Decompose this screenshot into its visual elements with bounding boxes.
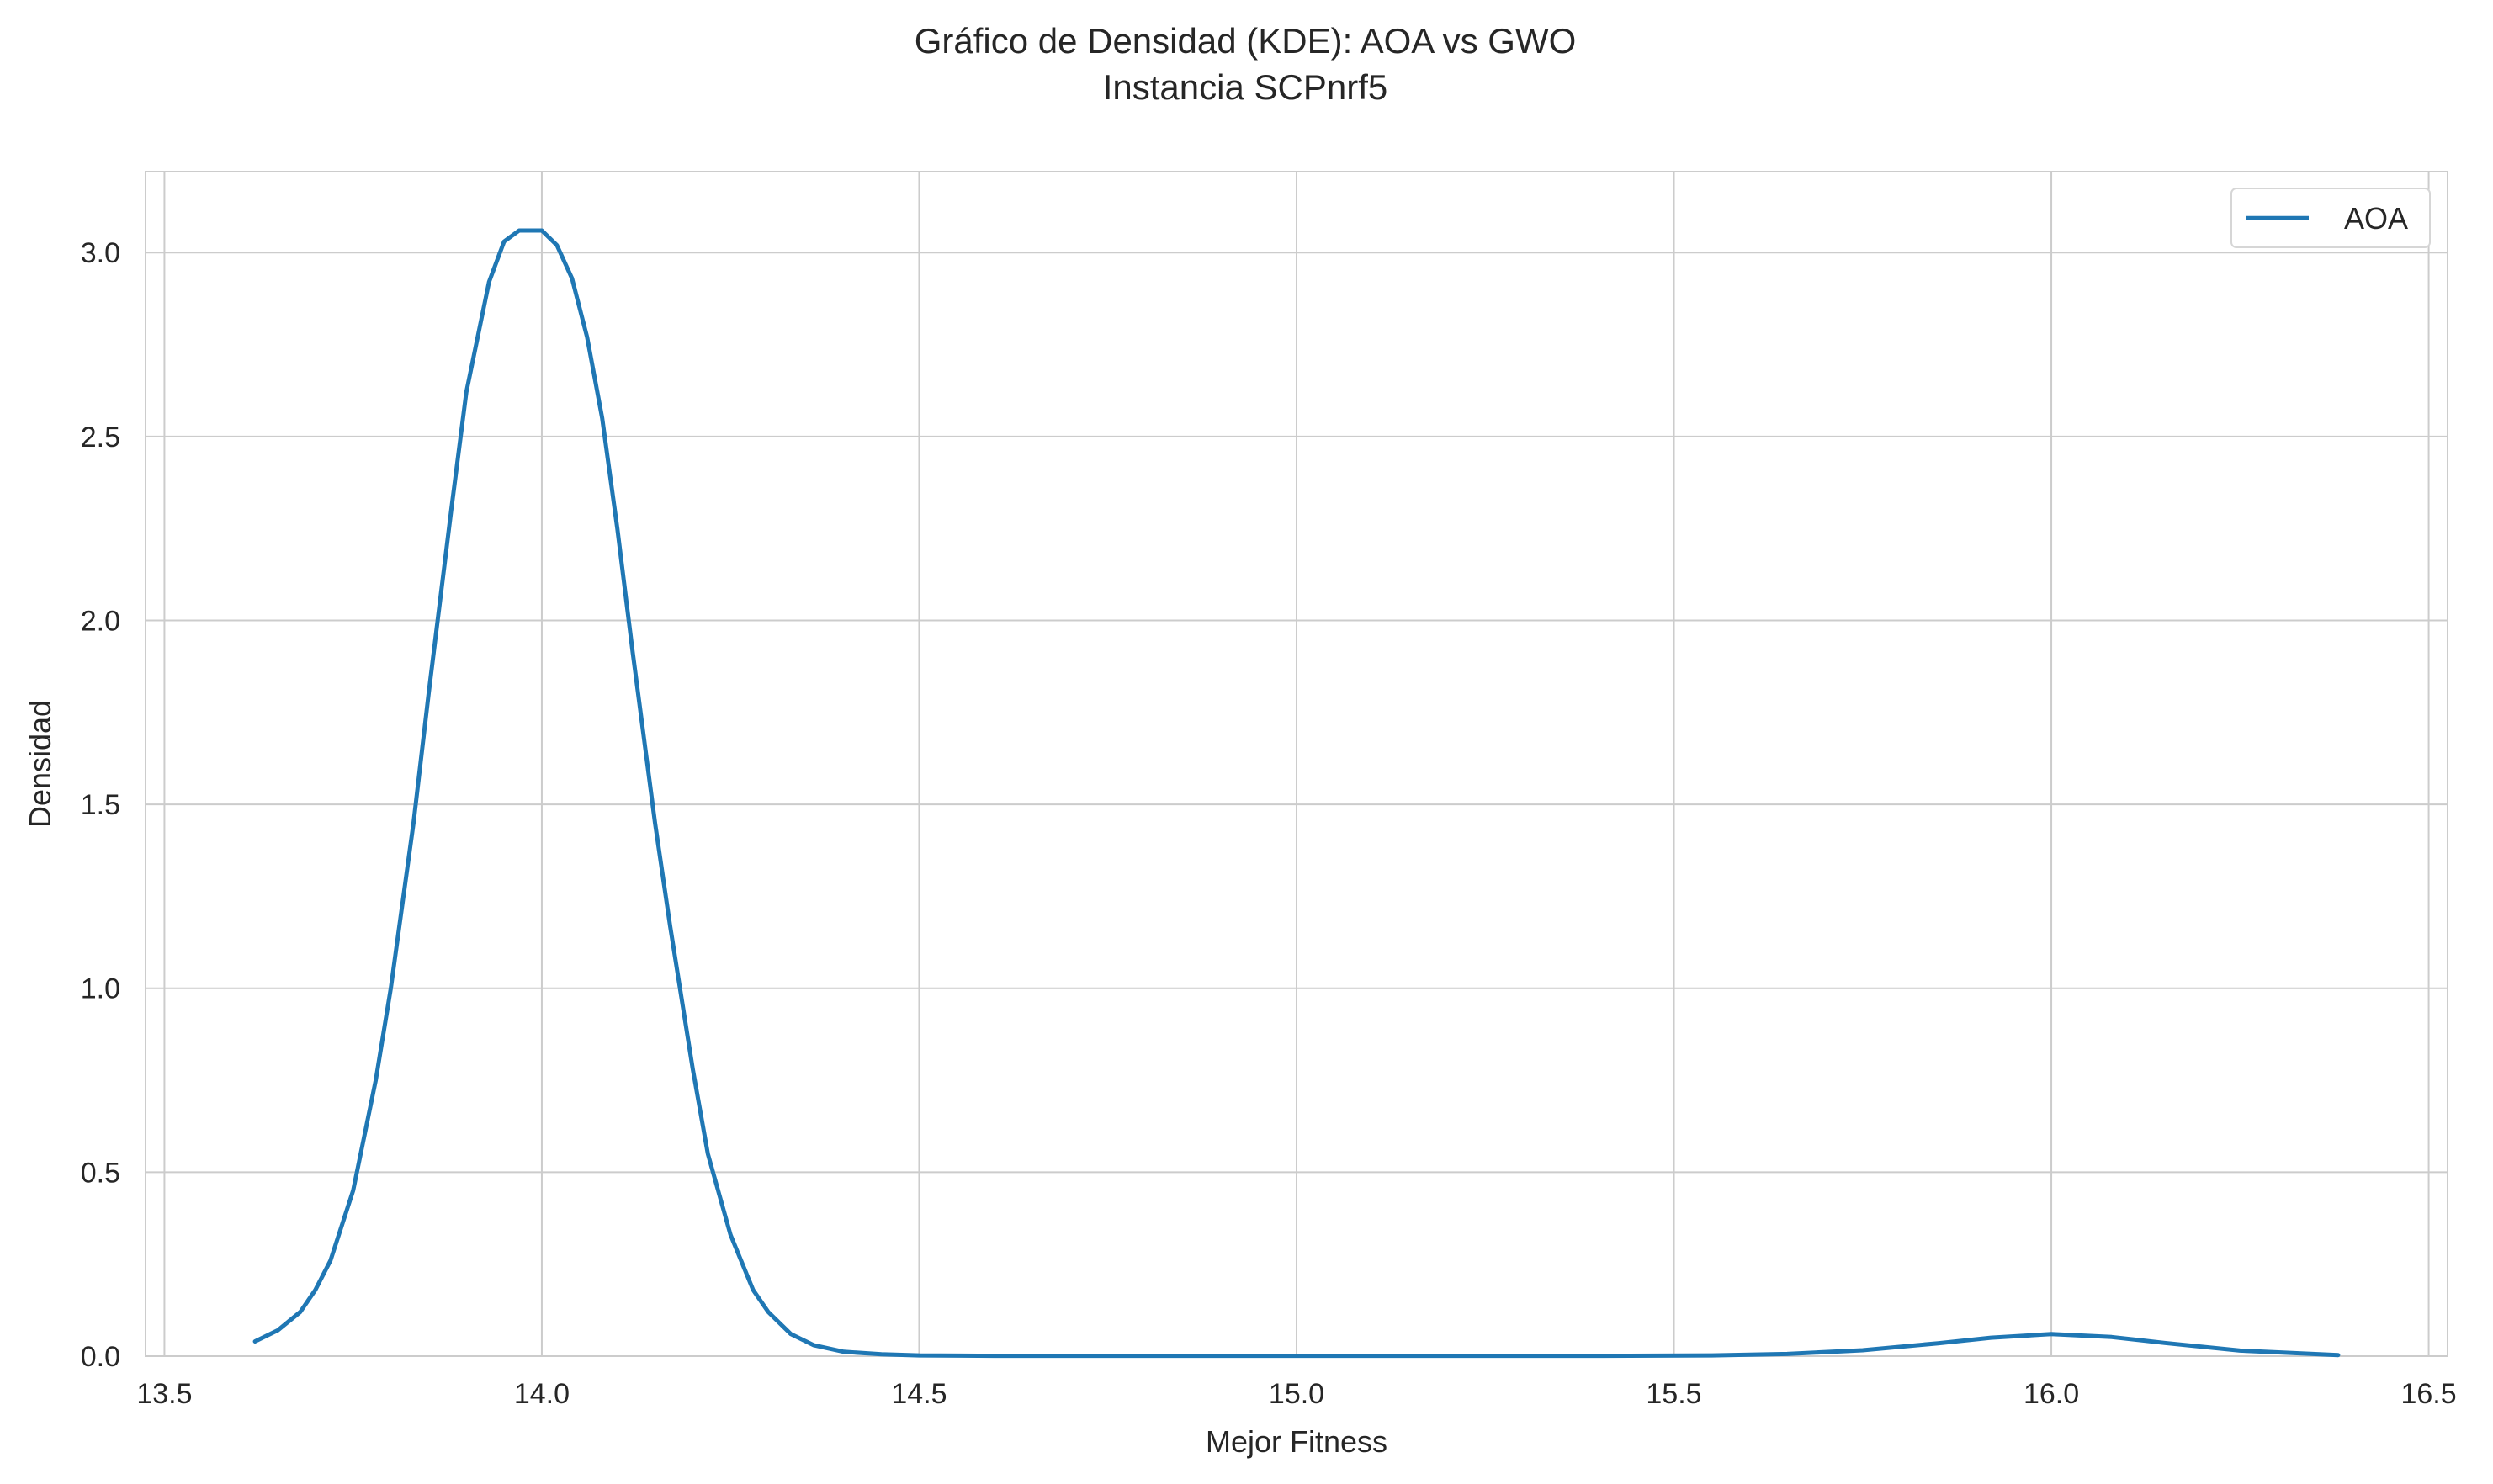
y-tick-label: 1.0	[81, 973, 120, 1005]
x-tick-label: 15.0	[1269, 1378, 1324, 1410]
x-tick-label: 13.5	[136, 1378, 192, 1410]
chart-subtitle: Instancia SCPnrf5	[1103, 67, 1388, 107]
y-tick-label: 2.5	[81, 421, 120, 453]
x-axis-title: Mejor Fitness	[1206, 1424, 1387, 1459]
legend: AOA	[2230, 188, 2431, 248]
x-tick-label: 16.0	[2024, 1378, 2079, 1410]
y-tick-label: 0.0	[81, 1341, 120, 1373]
x-tick-label: 15.5	[1646, 1378, 1701, 1410]
x-tick-label: 14.5	[891, 1378, 947, 1410]
legend-label-aoa: AOA	[2344, 201, 2408, 236]
series-line-aoa	[252, 228, 2341, 1359]
y-tick-label: 2.0	[81, 605, 120, 637]
y-tick-label: 3.0	[81, 237, 120, 269]
x-tick-label: 14.0	[514, 1378, 570, 1410]
y-tick-label: 0.5	[81, 1157, 120, 1189]
x-tick-label: 16.5	[2400, 1378, 2456, 1410]
legend-box	[2230, 188, 2431, 248]
y-tick-label: 1.5	[81, 789, 120, 821]
tick-labels: 13.5 14.0 14.5 15.0 15.5 16.0 16.5 0.0 0.5 1.0 1.5…	[81, 237, 2457, 1410]
chart-title: Gráfico de Densidad (KDE): AOA vs GWO	[915, 21, 1577, 61]
y-axis-title: Densidad	[23, 700, 57, 828]
grid-lines	[146, 172, 2448, 1357]
series-layer	[252, 228, 2341, 1359]
